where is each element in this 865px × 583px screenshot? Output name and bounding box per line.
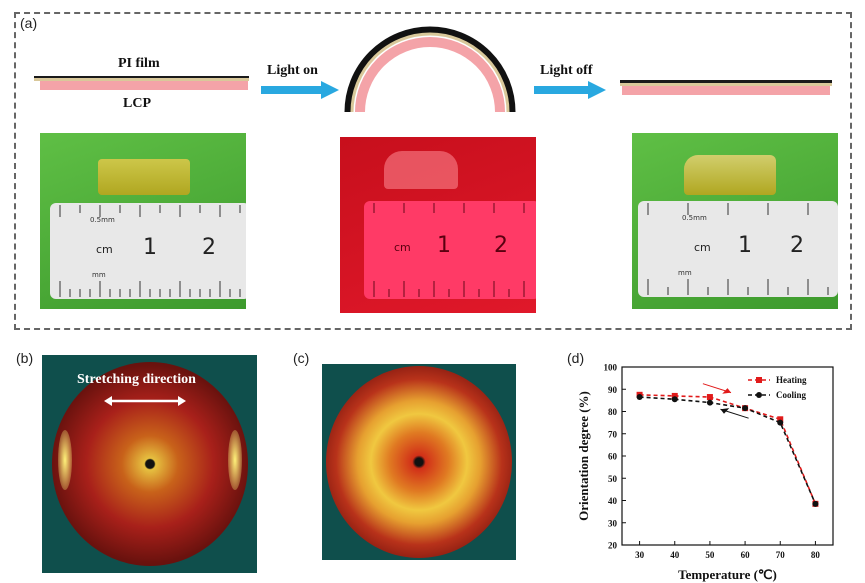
panel-a-label: (a): [20, 15, 38, 31]
ruler-mm: mm: [92, 271, 106, 279]
ruler-right-05mm: 0.5mm: [682, 214, 707, 222]
point-cooling: [812, 500, 819, 507]
point-heating: [706, 394, 713, 401]
legend-marker-heating: [756, 377, 762, 383]
legend-marker-cooling: [756, 392, 762, 398]
stretching-arrow-icon: [104, 396, 186, 406]
ruler-1: 1: [143, 235, 157, 260]
sample-film: [98, 159, 190, 195]
orientation-chart: 20 30 40 50 60 70 80 90 100 30 40 50 60 70 80 Temperatu…: [576, 363, 834, 582]
y-tick-label: 70: [608, 429, 618, 439]
xrd-disc-b: [52, 362, 248, 566]
series-line-cooling: [639, 396, 817, 505]
y-axis-label: Orientation degree (%): [576, 391, 591, 521]
point-cooling: [671, 396, 678, 403]
bent-film-diagram: [344, 26, 516, 113]
sample-film-bent: [384, 151, 458, 189]
light-off-arrow-icon: [534, 81, 606, 99]
panel-c-label: (c): [293, 350, 310, 366]
ruler-cm: cm: [96, 243, 113, 256]
y-tick-label: 60: [608, 452, 618, 462]
ruler: 0.5mm cm 1 2 mm: [50, 203, 246, 299]
point-heating: [777, 416, 784, 423]
xrd-pattern-stretched: [42, 355, 257, 573]
y-tick-label: 20: [608, 541, 618, 551]
heating-trend-arrow-head: [722, 388, 732, 394]
point-cooling: [742, 405, 749, 412]
xrd-pattern-isotropic: [322, 364, 516, 560]
y-tick-label: 90: [608, 385, 618, 395]
xrd-disc-c: [326, 366, 512, 558]
ruler-red-cm: cm: [394, 241, 411, 254]
ruler-05mm: 0.5mm: [90, 216, 115, 224]
ruler-2: 2: [202, 235, 216, 260]
ruler-right: 0.5mm cm 1 2 mm: [638, 201, 838, 297]
sample-film-recovered: [684, 155, 776, 195]
panel-b-label: (b): [16, 350, 34, 366]
series-line-heating: [639, 394, 817, 505]
lcp-label: LCP: [123, 96, 151, 111]
x-tick-label: 70: [776, 550, 786, 560]
ruler-red: cm 1 2: [364, 201, 536, 299]
y-tick-label: 50: [608, 474, 618, 484]
point-cooling: [777, 419, 784, 426]
ruler-right-1: 1: [738, 233, 752, 258]
y-tick-label: 30: [608, 518, 618, 528]
panel-a-frame: [14, 12, 852, 330]
y-tick-label: 40: [608, 496, 618, 506]
pi-film-right-edge: [620, 83, 832, 86]
pi-film-label: PI film: [118, 56, 160, 71]
x-axis-label: Temperature (℃): [678, 567, 777, 582]
ruler-right-2: 2: [790, 233, 804, 258]
cooling-trend-arrow-head: [720, 408, 730, 414]
x-tick-label: 40: [670, 550, 680, 560]
y-tick-label: 100: [604, 363, 618, 373]
legend-label-cooling: Cooling: [776, 390, 807, 400]
pi-film-left-edge: [34, 78, 249, 81]
y-tick-label: 80: [608, 407, 618, 417]
stretching-direction-label: Stretching direction: [77, 372, 196, 387]
x-tick-label: 60: [741, 550, 751, 560]
light-on-arrow-icon: [261, 81, 339, 99]
photo-light-off: 0.5mm cm 1 2 mm: [632, 133, 838, 309]
lcp-layer-left: [40, 81, 248, 90]
legend-label-heating: Heating: [776, 375, 807, 385]
ruler-right-mm: mm: [678, 269, 692, 277]
ruler-red-1: 1: [437, 233, 451, 258]
point-heating: [671, 392, 678, 399]
x-tick-label: 50: [705, 550, 715, 560]
ruler-red-2: 2: [494, 233, 508, 258]
xrd-arc-left: [58, 430, 72, 490]
lcp-layer-right: [622, 86, 830, 95]
xrd-arc-right: [228, 430, 242, 490]
photo-initial: 0.5mm cm 1 2 mm: [40, 133, 246, 309]
panel-d-label: (d): [567, 350, 585, 366]
point-cooling: [706, 399, 713, 406]
x-tick-label: 30: [635, 550, 645, 560]
light-on-label: Light on: [267, 63, 318, 78]
pi-film-right: [620, 80, 832, 85]
light-off-label: Light off: [540, 63, 593, 78]
photo-light-on: cm 1 2: [340, 137, 536, 313]
point-cooling: [636, 394, 643, 401]
ruler-right-cm: cm: [694, 241, 711, 254]
x-tick-label: 80: [811, 550, 821, 560]
